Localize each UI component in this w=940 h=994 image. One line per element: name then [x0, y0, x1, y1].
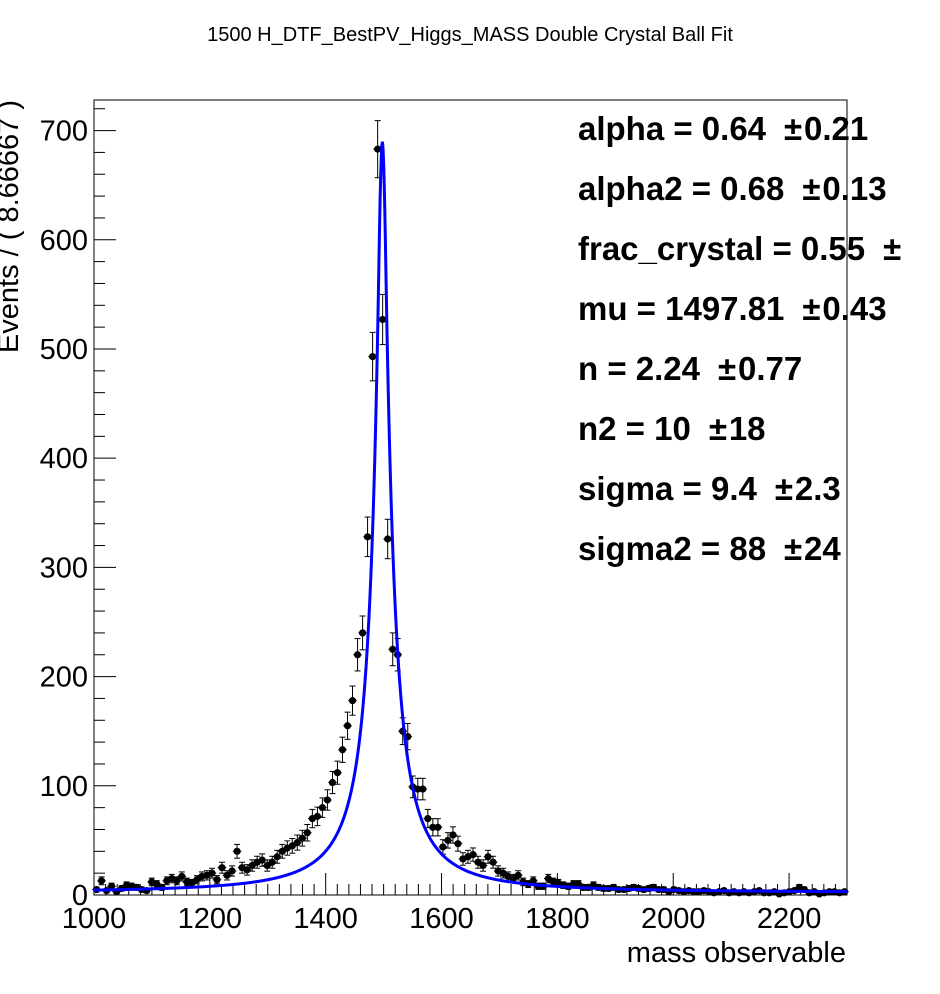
plus-minus-sign: ±	[718, 350, 736, 387]
x-tick-label: 2200	[757, 903, 822, 935]
data-point	[358, 629, 367, 637]
data-point	[348, 697, 357, 705]
data-point	[469, 850, 477, 859]
x-axis-label: mass observable	[627, 937, 846, 969]
data-point	[208, 869, 216, 877]
plus-minus-sign: ±	[709, 410, 727, 447]
param-label: sigma2 = 88	[578, 530, 766, 567]
param-error: 2.3	[795, 470, 841, 507]
param-label: sigma = 9.4	[578, 470, 758, 507]
data-point	[454, 840, 462, 848]
data-point	[353, 651, 362, 659]
data-point	[318, 804, 326, 812]
y-tick-label: 100	[40, 771, 88, 803]
plot-frame	[93, 99, 848, 896]
plus-minus-sign: ±	[784, 110, 802, 147]
data-point	[419, 785, 427, 793]
data-point	[424, 814, 432, 823]
data-point	[444, 836, 452, 844]
data-point	[173, 877, 181, 885]
plus-minus-sign: ±	[802, 170, 820, 207]
data-point	[228, 867, 236, 875]
y-tick-label: 500	[40, 334, 88, 366]
plus-minus-sign: ±	[784, 530, 802, 567]
param-label: alpha = 0.64	[578, 110, 767, 147]
y-tick-label: 600	[40, 225, 88, 257]
data-point	[338, 746, 347, 754]
data-point	[489, 858, 497, 866]
data-point	[213, 876, 221, 884]
data-point	[514, 871, 522, 879]
param-error: 24	[804, 530, 841, 567]
data-point	[328, 778, 337, 787]
x-tick-label: 1400	[293, 903, 358, 935]
y-tick-label: 200	[40, 662, 88, 694]
data-point	[303, 829, 311, 837]
data-point	[449, 831, 457, 839]
param-label: n = 2.24	[578, 350, 701, 387]
param-label: mu = 1497.81	[578, 290, 784, 327]
data-point	[107, 882, 116, 890]
x-tick-label: 1000	[62, 903, 127, 935]
y-tick-label: 400	[40, 443, 88, 475]
data-point	[218, 864, 226, 872]
data-point	[479, 861, 487, 870]
fit-curve	[93, 141, 847, 894]
data-point	[343, 722, 352, 730]
param-error: 0.43	[822, 290, 886, 327]
y-tick-label: 700	[40, 116, 88, 148]
data-point	[363, 533, 372, 541]
y-axis: 0 100 200 300 400 500 600 700	[40, 108, 116, 912]
x-tick-label: 2000	[641, 903, 706, 935]
data-point	[298, 834, 306, 842]
data-point	[243, 866, 251, 874]
param-label: frac_crystal = 0.55	[578, 230, 865, 267]
fit-line	[93, 141, 847, 894]
data-point	[323, 796, 332, 804]
data-point	[379, 315, 387, 324]
x-tick-label: 1800	[525, 903, 590, 935]
data-point	[97, 877, 106, 885]
data-point	[268, 858, 276, 866]
x-tick-label: 1600	[409, 903, 474, 935]
param-error: 0.13	[822, 170, 886, 207]
data-point	[374, 145, 382, 153]
data-point	[529, 877, 537, 885]
data-point	[293, 838, 301, 847]
plus-minus-sign: ±	[775, 470, 793, 507]
data-point	[434, 823, 442, 831]
plus-minus-sign: ±	[883, 230, 901, 267]
data-point	[369, 353, 377, 361]
data-point	[223, 871, 231, 879]
data-point	[273, 853, 281, 861]
data-point	[233, 847, 241, 855]
y-tick-label: 300	[40, 552, 88, 584]
chart-title: 1500 H_DTF_BestPV_Higgs_MASS Double Crys…	[207, 24, 733, 46]
data-point	[439, 843, 447, 851]
x-axis: 1000 1200 1400 1600 1800 2000 2200	[62, 873, 848, 935]
data-point	[178, 872, 186, 881]
data-point	[414, 785, 422, 793]
data-point	[484, 853, 492, 861]
data-point	[333, 769, 342, 777]
plus-minus-sign: ±	[802, 290, 820, 327]
param-error: 0.77	[738, 350, 802, 387]
data-point	[258, 856, 266, 864]
param-label: n2 = 10	[578, 410, 691, 447]
param-error: 0.21	[804, 110, 868, 147]
data-point	[429, 823, 437, 831]
param-label: alpha2 = 0.68	[578, 170, 784, 207]
y-tick-label: 0	[72, 880, 88, 912]
data-point	[313, 812, 322, 820]
data-point	[384, 535, 392, 543]
param-error: 18	[729, 410, 766, 447]
x-tick-label: 1200	[178, 903, 243, 935]
y-axis-label: Events / ( 8.66667 )	[0, 100, 25, 353]
data-point	[389, 645, 397, 653]
